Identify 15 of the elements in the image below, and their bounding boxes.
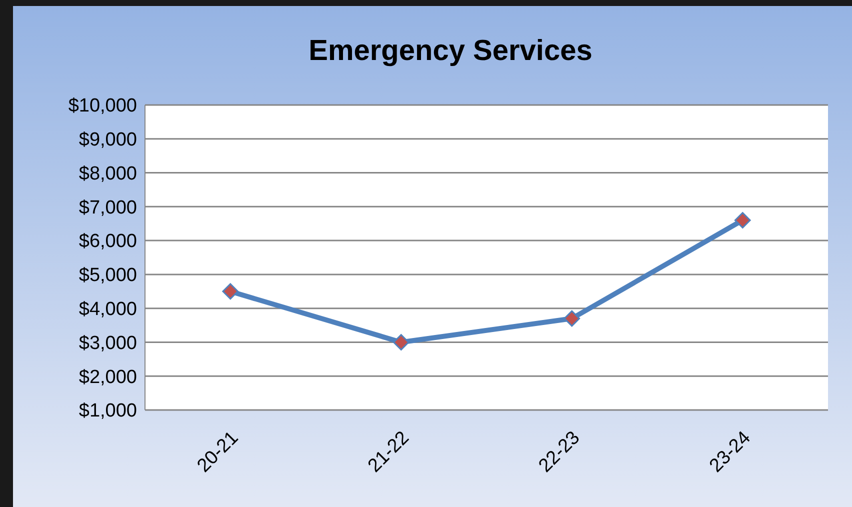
point xyxy=(734,212,751,228)
y-tick-label: $6,000 xyxy=(78,231,137,252)
y-tick-label: $9,000 xyxy=(78,130,137,151)
y-tick-label: $3,000 xyxy=(78,332,137,354)
point xyxy=(564,310,580,327)
chart-title: Emergency Services xyxy=(308,35,592,67)
point xyxy=(222,283,239,300)
y-tick-label: $1,000 xyxy=(78,400,137,422)
y-tick-label: $10,000 xyxy=(68,96,137,117)
point xyxy=(392,334,410,350)
y-tick-label: $4,000 xyxy=(78,298,137,320)
y-tick-label: $8,000 xyxy=(78,163,137,184)
y-tick-label: $2,000 xyxy=(78,366,137,388)
y-tick-label: $5,000 xyxy=(78,265,137,286)
y-tick-label: $7,000 xyxy=(78,197,137,218)
